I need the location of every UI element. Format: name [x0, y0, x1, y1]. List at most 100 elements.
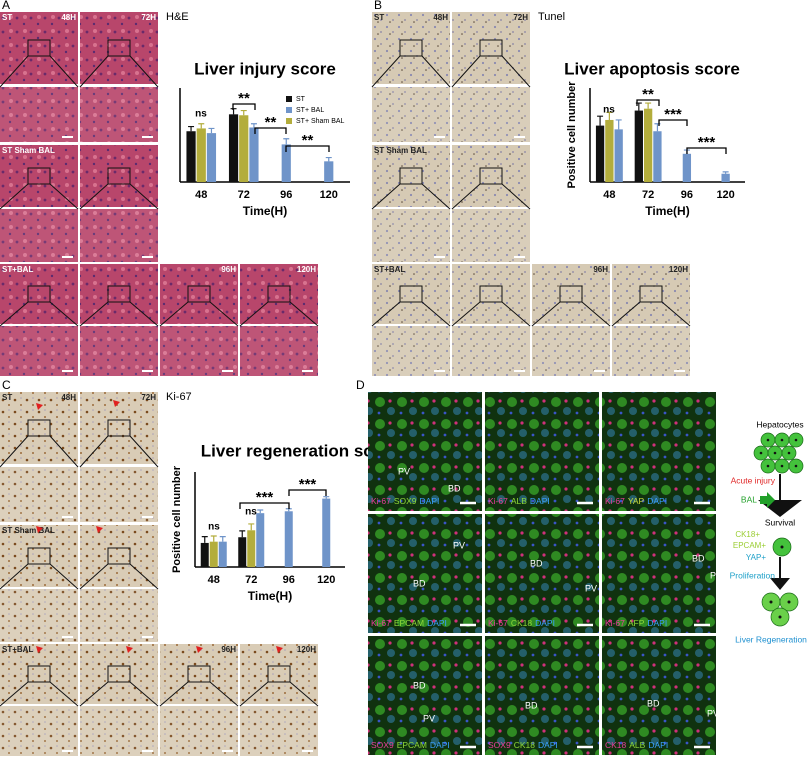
zoom-line	[129, 183, 159, 210]
error-bar	[250, 123, 257, 128]
error-bar	[323, 496, 330, 499]
marker-name: ALB	[511, 496, 527, 506]
x-tick-label: 72	[238, 189, 250, 201]
zoom-line	[129, 55, 159, 88]
arrowhead	[196, 646, 203, 653]
panel-letter: C	[2, 378, 11, 392]
zoom-line	[129, 301, 159, 327]
chart-title: Liver regeneration score	[201, 441, 399, 460]
micrograph-zoom	[80, 467, 158, 522]
micrograph-zoom	[0, 706, 78, 756]
nucleus	[780, 464, 784, 468]
nucleus	[759, 451, 763, 455]
arrow-head	[770, 578, 790, 590]
significance-bracket	[254, 127, 287, 134]
bar	[653, 131, 662, 182]
structure-label: PV	[398, 466, 410, 476]
micrograph	[0, 392, 78, 464]
bar	[324, 161, 334, 182]
marker-name: DAPI	[530, 496, 550, 506]
zoom-box	[399, 167, 423, 185]
micrograph-zoom	[80, 87, 158, 142]
legend-label: ST	[296, 96, 306, 103]
marker-name: Ki-67	[371, 496, 391, 506]
bar	[238, 537, 247, 567]
zoom-line	[451, 183, 481, 210]
nucleus	[780, 438, 784, 442]
zoom-box	[559, 285, 583, 303]
zoom-line	[49, 563, 79, 590]
stain-label: H&E	[166, 11, 189, 23]
micrograph-zoom	[612, 326, 690, 376]
zoom-line	[79, 55, 109, 88]
micrograph	[452, 264, 530, 324]
stain-legend: Ki-67 YAP DAPI	[605, 496, 667, 506]
panel-letter: D	[356, 378, 365, 392]
significance-bracket	[239, 502, 290, 509]
zoom-box	[27, 285, 51, 303]
image-label: 48H	[433, 13, 448, 22]
image-label: 120H	[297, 645, 316, 654]
stain-legend: Ki-67 CK18 DAPI	[488, 618, 555, 628]
diagram-text: YAP+	[746, 553, 766, 562]
bar	[249, 127, 259, 182]
fluorescence-image	[368, 392, 482, 511]
zoom-line	[49, 55, 79, 88]
micrograph-zoom	[452, 326, 530, 376]
micrograph	[160, 264, 238, 324]
diagram-text: Liver Regeneration	[735, 634, 807, 644]
image-label: ST+BAL	[2, 265, 33, 274]
zoom-line	[531, 301, 561, 327]
marker-name: DAPI	[420, 496, 440, 506]
micrograph	[80, 264, 158, 324]
zoom-line	[129, 563, 159, 590]
micrograph-zoom	[0, 87, 78, 142]
panel-letter: B	[374, 0, 382, 12]
significance-bracket	[636, 99, 660, 106]
x-axis-label: Time(H)	[645, 204, 689, 218]
legend-label: ST+ Sham BAL	[296, 118, 345, 125]
error-bar	[210, 535, 217, 542]
significance-label: ns	[245, 507, 257, 518]
significance-bracket	[658, 119, 688, 126]
micrograph	[0, 644, 78, 704]
zoom-line	[421, 183, 451, 210]
nucleus	[778, 615, 782, 619]
micrograph	[160, 644, 238, 704]
legend-swatch	[286, 118, 292, 124]
micrograph-zoom	[372, 87, 450, 142]
error-bar	[257, 509, 264, 514]
zoom-line	[0, 301, 29, 327]
error-bar	[597, 115, 604, 126]
micrograph-zoom	[80, 326, 158, 376]
nucleus	[787, 600, 791, 604]
x-tick-label: 96	[280, 189, 292, 201]
zoom-line	[581, 301, 611, 327]
diagram-text: Hepatocytes	[756, 419, 803, 429]
bar	[322, 498, 331, 567]
micrograph	[0, 264, 78, 324]
diagram-text: EPCAM+	[733, 541, 766, 550]
nucleus	[794, 438, 798, 442]
marker-name: Ki-67	[488, 618, 508, 628]
error-bar	[325, 156, 332, 162]
zoom-line	[159, 301, 189, 327]
zoom-line	[49, 183, 79, 210]
bar	[206, 133, 217, 182]
fluorescence-image	[485, 392, 599, 511]
image-label: ST	[374, 13, 384, 22]
marker-name: DAPI	[647, 618, 667, 628]
zoom-line	[79, 183, 109, 210]
micrograph-zoom	[0, 467, 78, 522]
bar	[196, 128, 206, 182]
structure-label: PV	[707, 708, 719, 718]
stain-legend: Ki-67 ALB DAPI	[488, 496, 550, 506]
micrograph	[0, 145, 78, 207]
diagram-text: BAL	[741, 494, 757, 504]
micrograph-zoom	[160, 326, 238, 376]
micrograph-zoom	[240, 706, 318, 756]
zoom-line	[239, 301, 269, 327]
arrowhead	[113, 400, 120, 407]
image-label: ST Sham BAL	[374, 146, 427, 155]
